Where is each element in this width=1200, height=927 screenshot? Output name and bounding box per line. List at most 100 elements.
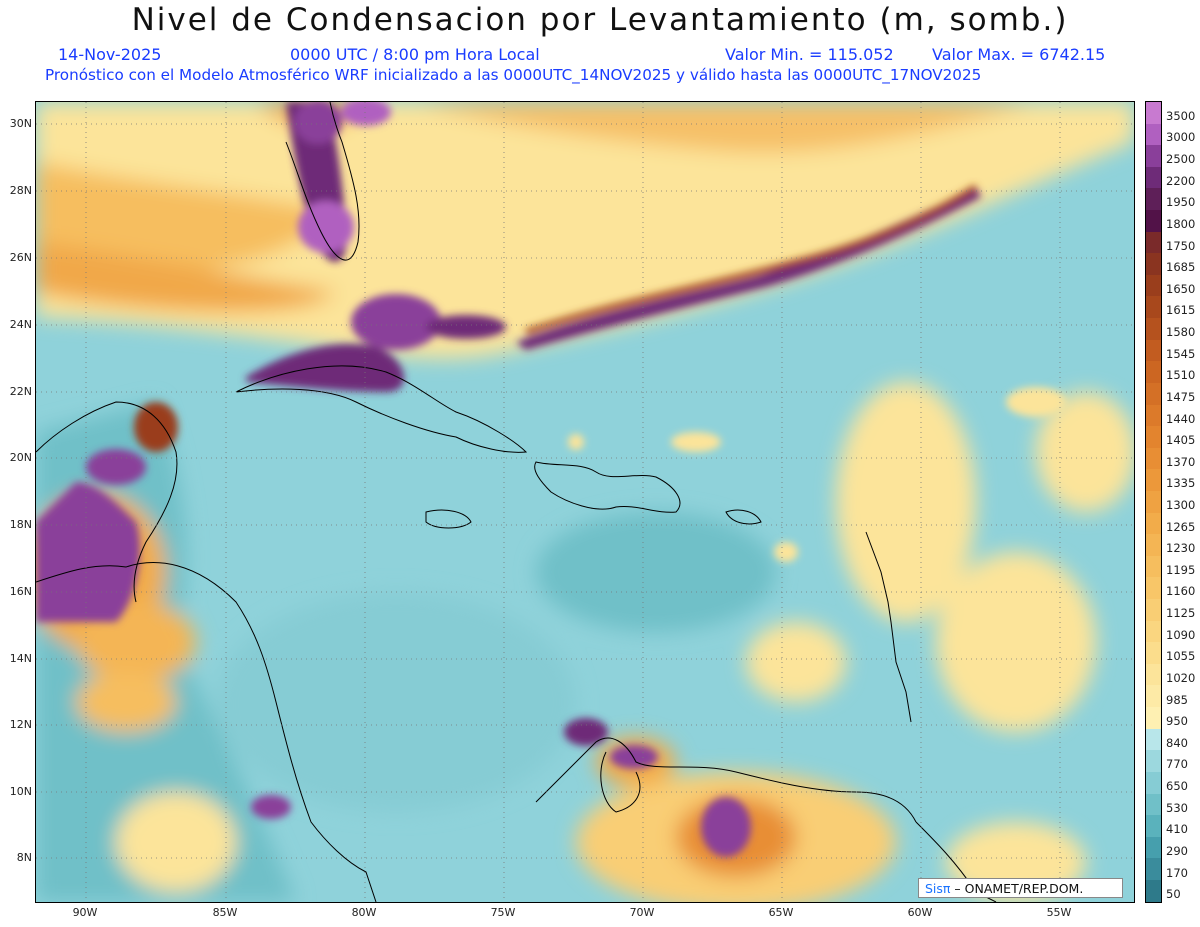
- colorbar-segment: [1146, 447, 1161, 470]
- colorbar-label: 1800: [1166, 216, 1196, 231]
- colorbar-label: 1440: [1166, 411, 1196, 426]
- colorbar-label: 1750: [1166, 238, 1196, 253]
- valid-date: 14-Nov-2025: [58, 45, 162, 64]
- colorbar-label: 410: [1166, 822, 1188, 837]
- colorbar-label: 170: [1166, 865, 1188, 880]
- lon-label: 60W: [907, 906, 933, 919]
- forecast-description: Pronóstico con el Modelo Atmosférico WRF…: [45, 66, 982, 84]
- credit-box: Sisπ – ONAMET/REP.DOM.: [918, 878, 1123, 898]
- colorbar-segment: [1146, 469, 1161, 491]
- colorbar-label: 1195: [1166, 562, 1196, 577]
- colorbar-segment: [1146, 836, 1161, 859]
- colorbar-label: 1510: [1166, 368, 1196, 383]
- colorbar-label: 290: [1166, 843, 1188, 858]
- lat-label: 10N: [9, 785, 32, 798]
- lat-label: 8N: [16, 851, 32, 864]
- colorbar-segment: [1146, 620, 1161, 643]
- lat-label: 28N: [9, 184, 32, 197]
- colorbar-segment: [1146, 577, 1161, 600]
- credit-brand: Sisπ: [925, 881, 951, 896]
- colorbar-segment: [1146, 879, 1161, 902]
- colorbar-segment: [1146, 123, 1161, 146]
- lon-label: 75W: [490, 906, 516, 919]
- colorbar-segment: [1146, 274, 1161, 297]
- colorbar-label: 1475: [1166, 389, 1196, 404]
- valid-time: 0000 UTC / 8:00 pm Hora Local: [290, 45, 540, 64]
- colorbar-segment: [1146, 318, 1161, 340]
- colorbar-label: 530: [1166, 800, 1188, 815]
- colorbar-segment: [1146, 210, 1161, 232]
- colorbar-segment: [1146, 728, 1161, 751]
- colorbar-label: 1650: [1166, 281, 1196, 296]
- lon-label: 70W: [629, 906, 655, 919]
- colorbar-label: 840: [1166, 735, 1188, 750]
- graticule: [36, 102, 1134, 902]
- colorbar-segment: [1146, 490, 1161, 513]
- colorbar-label: 1300: [1166, 498, 1196, 512]
- max-value: Valor Max. = 6742.15: [932, 45, 1106, 64]
- colorbar-label: 1020: [1166, 670, 1196, 685]
- min-value: Valor Min. = 115.052: [725, 45, 894, 64]
- colorbar-segment: [1146, 296, 1161, 319]
- colorbar-label: 1265: [1166, 519, 1196, 534]
- lat-label: 12N: [9, 718, 32, 731]
- colorbar-label: 3000: [1166, 130, 1196, 145]
- colorbar-segment: [1146, 188, 1161, 211]
- lon-label: 85W: [212, 906, 238, 919]
- colorbar-segment: [1146, 685, 1161, 708]
- colorbar-segment: [1146, 599, 1161, 621]
- colorbar-label: 950: [1166, 714, 1188, 729]
- colorbar-label: 1615: [1166, 303, 1196, 318]
- colorbar-segment: [1146, 793, 1161, 816]
- colorbar-label: 650: [1166, 779, 1188, 794]
- colorbar-segment: [1146, 382, 1161, 405]
- colorbar-label: 1160: [1166, 584, 1196, 599]
- colorbar-label: 1055: [1166, 649, 1196, 664]
- credit-org: – ONAMET/REP.DOM.: [950, 881, 1084, 896]
- lon-label: 90W: [72, 906, 98, 919]
- colorbar-label: 1580: [1166, 325, 1196, 340]
- colorbar-segment: [1146, 166, 1161, 189]
- colorbar-label: 1545: [1166, 346, 1196, 361]
- colorbar-label: 985: [1166, 692, 1188, 707]
- weather-map: [35, 101, 1135, 903]
- colorbar-segment: [1146, 534, 1161, 556]
- colorbar-label: 1230: [1166, 541, 1196, 556]
- colorbar-segment: [1146, 555, 1161, 578]
- colorbar-segment: [1146, 858, 1161, 880]
- colorbar-segment: [1146, 815, 1161, 837]
- colorbar-segment: [1146, 253, 1161, 275]
- lat-label: 14N: [9, 652, 32, 665]
- colorbar-segment: [1146, 512, 1161, 535]
- lat-label: 20N: [9, 451, 32, 464]
- colorbar-segment: [1146, 771, 1161, 794]
- colorbar-segment: [1146, 642, 1161, 664]
- lat-label: 24N: [9, 318, 32, 331]
- colorbar-segment: [1146, 663, 1161, 686]
- map-title: Nivel de Condensacion por Levantamiento …: [131, 2, 1069, 38]
- lon-label: 55W: [1046, 906, 1072, 919]
- lon-label: 65W: [768, 906, 794, 919]
- colorbar-label: 1125: [1166, 606, 1196, 621]
- colorbar-label: 1405: [1166, 433, 1196, 448]
- colorbar-segment: [1146, 404, 1161, 427]
- colorbar-segment: [1146, 145, 1161, 167]
- lat-label: 16N: [9, 585, 32, 598]
- colorbar: [1145, 101, 1162, 903]
- lat-label: 26N: [9, 251, 32, 264]
- colorbar-segment: [1146, 339, 1161, 362]
- colorbar-label: 770: [1166, 757, 1188, 772]
- lat-label: 18N: [9, 518, 32, 531]
- colorbar-label: 2200: [1166, 173, 1196, 188]
- colorbar-segment: [1146, 707, 1161, 729]
- lat-label: 22N: [9, 385, 32, 398]
- colorbar-label: 1090: [1166, 627, 1196, 642]
- colorbar-segment: [1146, 102, 1161, 124]
- colorbar-segment: [1146, 750, 1161, 772]
- colorbar-label: 1950: [1166, 195, 1196, 210]
- colorbar-label: 1685: [1166, 260, 1196, 275]
- colorbar-label: 3500: [1166, 108, 1196, 123]
- lon-label: 80W: [351, 906, 377, 919]
- colorbar-label: 50: [1166, 887, 1181, 902]
- colorbar-label: 1370: [1166, 454, 1196, 469]
